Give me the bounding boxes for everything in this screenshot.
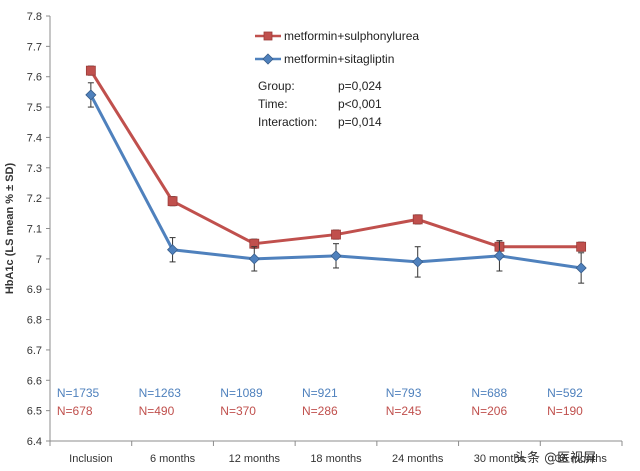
y-tick-label: 6.8 [27,315,42,327]
n-counts: N=1735 N=1263 N=1089 N=921 N=793 N=688 N=592 N=… [57,386,583,418]
series-1 [85,82,587,284]
y-tick-label: 7.3 [27,163,42,175]
stat-group-label: Group: [258,79,295,93]
legend-label-sulphonylurea: metformin+sulphonylurea [284,29,419,43]
x-tick-label: 12 months [229,453,281,465]
x-tick-label: 18 months [310,453,362,465]
legend-marker-sitagliptin [262,53,274,65]
series-layer [85,65,587,284]
legend-label-sitagliptin: metformin+sitagliptin [284,52,394,66]
stat-time-label: Time: [258,97,288,111]
x-tick-label: 6 months [150,453,196,465]
y-tick-label: 7.8 [27,11,42,23]
data-point [167,196,178,207]
y-tick-labels: 6.4 6.5 6.6 6.7 6.8 6.9 7 7.1 7.2 7.3 7.4 7.5 7.6 7.7… [27,11,42,448]
x-tick-label: 30 months [474,453,526,465]
y-tick-label: 7.7 [27,41,42,53]
x-tick-label: 36 months [555,453,607,465]
y-tick-label: 7.5 [27,102,42,114]
n-count-sitagliptin: N=793 [386,386,422,400]
y-tick-label: 7.2 [27,193,42,205]
axes [46,15,623,446]
n-count-sulphonylurea: N=286 [302,404,338,418]
data-point [167,244,179,256]
data-point [576,241,587,252]
data-point [331,229,341,240]
y-tick-label: 6.9 [27,284,42,296]
y-tick-label: 7.1 [27,224,42,236]
data-point [85,89,97,101]
data-point [412,214,423,225]
stat-group-value: p=0,024 [338,79,382,93]
n-count-sulphonylurea: N=206 [471,404,507,418]
data-point [412,256,424,268]
y-tick-label: 6.4 [27,436,42,448]
n-count-sitagliptin: N=1089 [220,386,263,400]
legend-marker-sulphonylurea [263,31,273,41]
stat-interaction-value: p=0,014 [338,115,382,129]
stat-time-value: p<0,001 [338,97,382,111]
legend-entry-sitagliptin: metformin+sitagliptin [255,52,394,66]
x-tick-label: Inclusion [69,453,112,465]
y-tick-label: 7 [36,254,42,266]
y-axis-label: HbA1c (LS mean % ± SD) [4,162,16,294]
n-count-sitagliptin: N=688 [471,386,507,400]
n-count-sulphonylurea: N=678 [57,404,93,418]
legend: metformin+sulphonylurea metformin+sitagl… [255,29,419,66]
n-count-sulphonylurea: N=370 [220,404,256,418]
y-tick-label: 7.4 [27,132,42,144]
n-count-sitagliptin: N=592 [547,386,583,400]
n-count-sulphonylurea: N=490 [139,404,175,418]
n-count-sulphonylurea: N=245 [386,404,422,418]
n-count-sitagliptin: N=921 [302,386,338,400]
y-tick-label: 6.5 [27,406,42,418]
data-point [575,262,587,274]
statistics-annotation: Group: p=0,024 Time: p<0,001 Interaction… [258,79,382,129]
x-tick-label: 24 months [392,453,444,465]
n-count-sitagliptin: N=1735 [57,386,100,400]
data-point [248,253,260,265]
watermark-text: 头条 @医视屏 [514,450,596,466]
n-count-sitagliptin: N=1263 [139,386,182,400]
y-tick-label: 6.6 [27,375,42,387]
data-point [493,250,505,262]
data-point [330,250,342,262]
data-point [85,65,96,76]
y-tick-label: 7.6 [27,72,42,84]
n-count-sulphonylurea: N=190 [547,404,583,418]
y-tick-label: 6.7 [27,345,42,357]
legend-entry-sulphonylurea: metformin+sulphonylurea [255,29,419,43]
stat-interaction-label: Interaction: [258,115,317,129]
x-tick-labels: Inclusion 6 months 12 months 18 months 24 mo… [69,453,607,465]
